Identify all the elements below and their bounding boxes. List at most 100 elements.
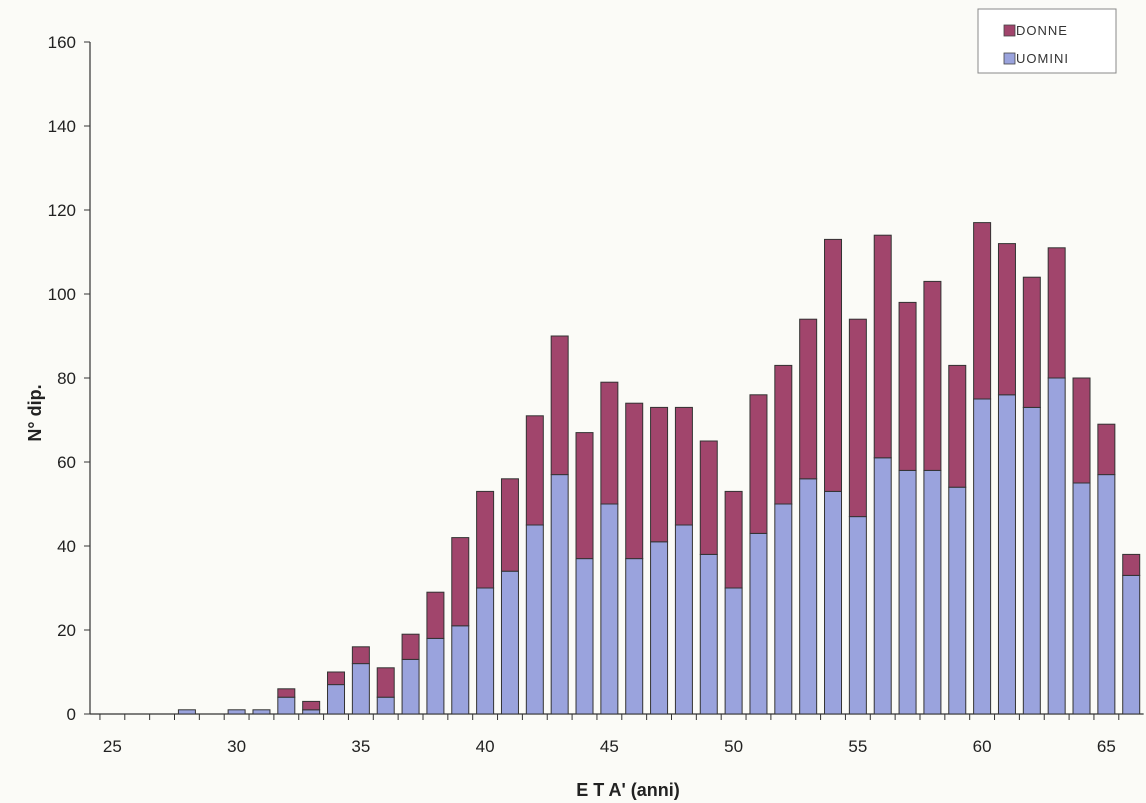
bar-uomini-54 — [824, 490, 843, 715]
y-tick-label: 120 — [48, 201, 76, 220]
x-tick-label: 30 — [227, 737, 246, 756]
bar-donne-44 — [575, 432, 594, 560]
bar-uomini-56 — [873, 457, 892, 715]
bar-donne-63 — [1047, 247, 1066, 379]
bar-uomini-53 — [799, 478, 818, 715]
bar-uomini-40 — [476, 587, 495, 715]
bar-donne-62 — [1022, 276, 1041, 408]
x-axis-title: E T A' (anni) — [576, 780, 680, 800]
bar-donne-38 — [426, 591, 445, 639]
bar-donne-50 — [724, 490, 743, 589]
x-axis: 25 30 35 40 45 50 55 60 65 — [90, 713, 1144, 756]
bar-uomini-51 — [749, 532, 768, 715]
bar-uomini-34 — [327, 684, 346, 715]
bar-uomini-44 — [575, 558, 594, 715]
x-tick-label: 40 — [476, 737, 495, 756]
bar-donne-41 — [500, 478, 519, 572]
y-tick-label: 40 — [57, 537, 76, 556]
bar-donne-54 — [824, 238, 843, 492]
y-tick-label: 160 — [48, 33, 76, 52]
bar-donne-45 — [600, 381, 619, 505]
bar-donne-33 — [302, 700, 321, 711]
x-tick-label: 25 — [103, 737, 122, 756]
bar-uomini-62 — [1022, 406, 1041, 715]
legend-label-uomini: UOMINI — [1016, 51, 1069, 66]
y-tick-label: 0 — [67, 705, 76, 724]
legend: DONNE UOMINI — [977, 8, 1117, 74]
bar-donne-47 — [650, 406, 669, 543]
bar-donne-34 — [327, 671, 346, 686]
x-tick-label: 50 — [724, 737, 743, 756]
bar-uomini-38 — [426, 637, 445, 715]
x-tick-label: 60 — [973, 737, 992, 756]
bar-uomini-63 — [1047, 377, 1066, 715]
bar-uomini-66 — [1122, 574, 1141, 715]
bars — [177, 222, 1141, 715]
bar-donne-53 — [799, 318, 818, 480]
bar-donne-65 — [1097, 423, 1116, 476]
bar-donne-59 — [948, 364, 967, 488]
bar-uomini-33 — [302, 709, 321, 715]
bar-uomini-58 — [923, 469, 942, 715]
bar-uomini-57 — [898, 469, 917, 715]
bar-donne-36 — [376, 667, 395, 698]
bar-uomini-39 — [451, 625, 470, 715]
bar-uomini-45 — [600, 503, 619, 715]
bar-donne-37 — [401, 633, 420, 660]
bar-uomini-52 — [774, 503, 793, 715]
bar-donne-58 — [923, 280, 942, 471]
bar-donne-49 — [699, 440, 718, 555]
bar-uomini-30 — [227, 709, 246, 715]
y-tick-label: 60 — [57, 453, 76, 472]
bar-uomini-50 — [724, 587, 743, 715]
x-tick-label: 35 — [351, 737, 370, 756]
bar-uomini-32 — [277, 696, 296, 715]
y-axis: 0 20 40 60 80 100 120 140 160 — [48, 33, 91, 724]
legend-box — [977, 8, 1117, 74]
bar-donne-57 — [898, 301, 917, 471]
bar-uomini-35 — [351, 663, 370, 715]
bar-donne-55 — [848, 318, 867, 518]
bar-donne-52 — [774, 364, 793, 505]
bar-uomini-46 — [625, 558, 644, 715]
legend-label-donne: DONNE — [1016, 23, 1068, 38]
x-tick-label: 55 — [848, 737, 867, 756]
bar-uomini-31 — [252, 709, 271, 715]
y-axis-title: N° dip. — [25, 384, 45, 441]
bar-uomini-42 — [525, 524, 544, 715]
bar-donne-39 — [451, 537, 470, 627]
bar-uomini-61 — [997, 394, 1016, 715]
bar-uomini-41 — [500, 570, 519, 715]
y-tick-label: 20 — [57, 621, 76, 640]
bar-uomini-64 — [1072, 482, 1091, 715]
bar-uomini-36 — [376, 696, 395, 715]
bar-uomini-43 — [550, 474, 569, 715]
x-tick-label: 45 — [600, 737, 619, 756]
bar-donne-42 — [525, 415, 544, 526]
bar-uomini-55 — [848, 516, 867, 715]
bar-donne-48 — [674, 406, 693, 526]
bar-donne-51 — [749, 394, 768, 534]
bar-uomini-48 — [674, 524, 693, 715]
bar-donne-60 — [973, 222, 992, 400]
y-tick-label: 80 — [57, 369, 76, 388]
bar-uomini-49 — [699, 553, 718, 715]
bar-donne-46 — [625, 402, 644, 560]
bar-uomini-37 — [401, 658, 420, 715]
bar-uomini-65 — [1097, 474, 1116, 715]
bar-donne-35 — [351, 646, 370, 665]
bar-donne-61 — [997, 243, 1016, 396]
bar-uomini-47 — [650, 541, 669, 715]
bar-donne-66 — [1122, 553, 1141, 576]
x-tick-label: 65 — [1097, 737, 1116, 756]
bar-donne-64 — [1072, 377, 1091, 484]
bar-donne-56 — [873, 234, 892, 459]
bar-donne-40 — [476, 490, 495, 589]
legend-swatch-donne — [1003, 24, 1016, 37]
legend-swatch-uomini — [1003, 52, 1016, 65]
bar-uomini-59 — [948, 486, 967, 715]
bar-donne-43 — [550, 335, 569, 476]
y-tick-label: 140 — [48, 117, 76, 136]
